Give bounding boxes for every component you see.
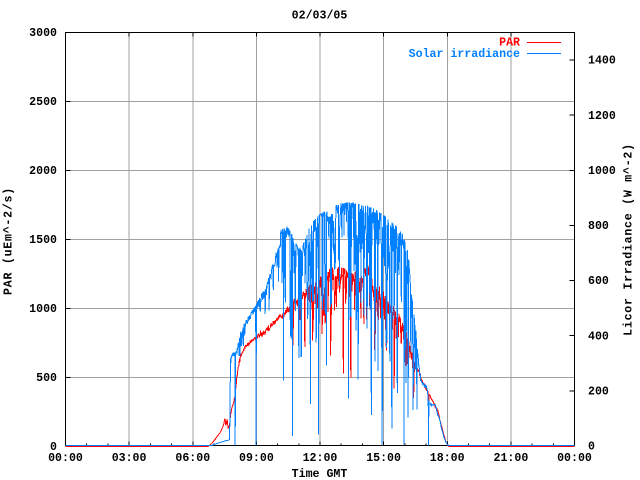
svg-text:3000: 3000: [29, 27, 57, 40]
svg-text:00:00: 00:00: [557, 452, 592, 465]
svg-text:00:00: 00:00: [48, 452, 83, 465]
svg-text:200: 200: [588, 386, 609, 399]
svg-text:800: 800: [588, 220, 609, 233]
svg-text:0: 0: [588, 441, 595, 454]
svg-text:2500: 2500: [29, 96, 57, 109]
svg-text:400: 400: [588, 330, 609, 343]
svg-text:0: 0: [50, 441, 57, 454]
svg-text:09:00: 09:00: [239, 452, 274, 465]
svg-text:2000: 2000: [29, 165, 57, 178]
svg-text:Time GMT: Time GMT: [292, 468, 348, 480]
svg-text:21:00: 21:00: [494, 452, 529, 465]
svg-text:1000: 1000: [588, 165, 616, 178]
svg-text:PAR: PAR: [499, 37, 520, 50]
svg-text:15:00: 15:00: [366, 452, 401, 465]
svg-text:1200: 1200: [588, 110, 616, 123]
svg-text:02/03/05: 02/03/05: [292, 10, 348, 23]
svg-text:500: 500: [36, 372, 57, 385]
svg-text:12:00: 12:00: [303, 452, 338, 465]
svg-text:PAR (uEm^-2/s): PAR (uEm^-2/s): [3, 187, 16, 295]
svg-text:06:00: 06:00: [175, 452, 210, 465]
svg-text:Solar irradiance: Solar irradiance: [409, 48, 520, 61]
svg-text:1500: 1500: [29, 234, 57, 247]
svg-text:600: 600: [588, 275, 609, 288]
svg-text:1000: 1000: [29, 303, 57, 316]
svg-text:18:00: 18:00: [430, 452, 465, 465]
svg-text:Licor Irradiance (W m^-2): Licor Irradiance (W m^-2): [623, 143, 636, 336]
svg-text:03:00: 03:00: [112, 452, 147, 465]
svg-text:1400: 1400: [588, 55, 616, 68]
